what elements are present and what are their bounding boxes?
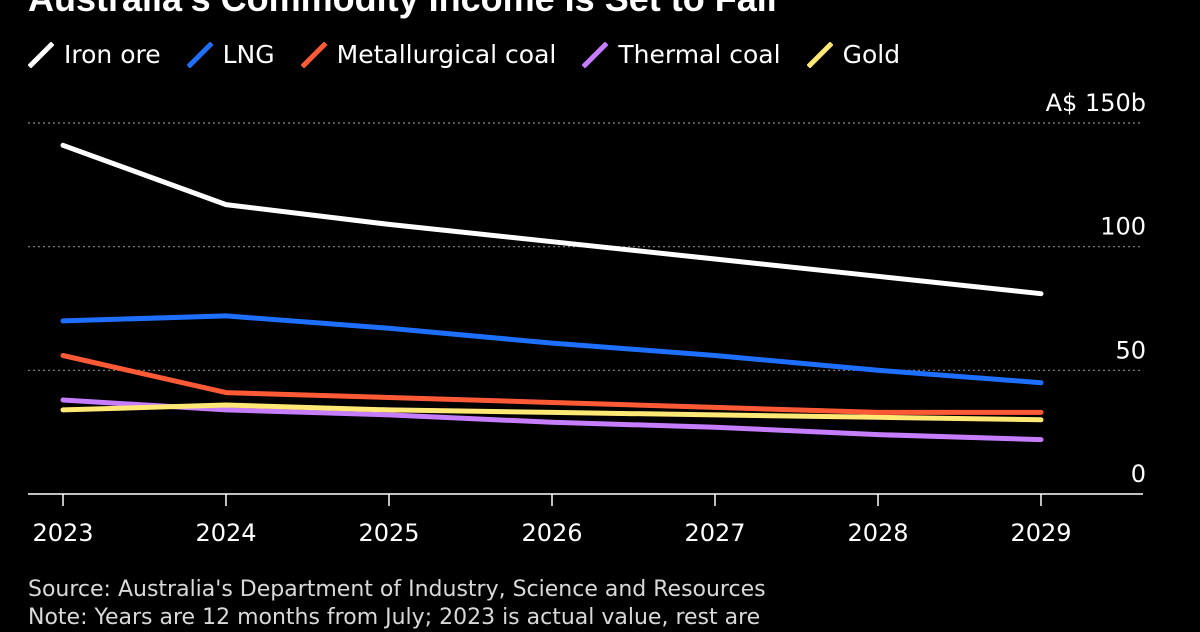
footnote: Note: Years are 12 months from July; 202… — [28, 605, 761, 630]
series-line-lng — [60, 313, 1044, 386]
x-tick-label-2024: 2024 — [195, 519, 256, 547]
legend-item-iron-ore: Iron ore — [28, 40, 161, 69]
legend-label-iron-ore: Iron ore — [64, 40, 161, 69]
chart-legend: Iron ore LNG Metallurgical coal Thermal … — [28, 40, 900, 69]
x-tick-label-2028: 2028 — [847, 519, 908, 547]
legend-swatch-lng — [186, 41, 213, 68]
legend-item-metallurgical-coal: Metallurgical coal — [300, 40, 557, 69]
legend-swatch-gold — [806, 41, 833, 68]
legend-label-gold: Gold — [842, 40, 901, 69]
series-line-gold — [60, 402, 1044, 423]
x-tick-label-2029: 2029 — [1010, 519, 1071, 547]
legend-item-thermal-coal: Thermal coal — [582, 40, 781, 69]
legend-label-thermal-coal: Thermal coal — [618, 40, 781, 69]
chart-footer: Source: Australia's Department of Indust… — [28, 576, 766, 632]
x-tick-label-2025: 2025 — [358, 519, 419, 547]
x-tick-label-2023: 2023 — [32, 519, 93, 547]
source-note: Source: Australia's Department of Indust… — [28, 577, 766, 602]
legend-label-lng: LNG — [222, 40, 275, 69]
series-line-metallurgical-coal — [60, 353, 1044, 415]
x-tick-label-2027: 2027 — [684, 519, 745, 547]
y-tick-label-50: 50 — [1115, 336, 1146, 364]
y-tick-label-0: 0 — [1131, 460, 1146, 488]
series-line-iron-ore — [60, 142, 1044, 297]
y-tick-label-150: A$ 150b — [1046, 89, 1146, 117]
chart-title: Australia's Commodity Income Is Set to F… — [28, 0, 777, 20]
y-tick-label-100: 100 — [1100, 213, 1146, 241]
x-tick-label-2026: 2026 — [521, 519, 582, 547]
legend-label-metallurgical-coal: Metallurgical coal — [336, 40, 557, 69]
legend-swatch-iron-ore — [28, 41, 54, 68]
legend-item-gold: Gold — [806, 40, 901, 69]
series-line-thermal-coal — [60, 397, 1044, 443]
legend-item-lng: LNG — [186, 40, 275, 69]
legend-swatch-thermal-coal — [582, 41, 609, 68]
legend-swatch-metallurgical-coal — [300, 41, 327, 68]
